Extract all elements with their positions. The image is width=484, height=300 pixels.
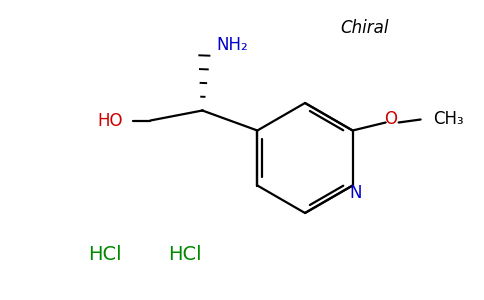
Text: Chiral: Chiral xyxy=(341,19,389,37)
Text: CH₃: CH₃ xyxy=(433,110,463,128)
Text: HO: HO xyxy=(98,112,123,130)
Text: O: O xyxy=(384,110,397,128)
Text: HCl: HCl xyxy=(168,245,202,265)
Text: N: N xyxy=(349,184,362,202)
Text: NH₂: NH₂ xyxy=(216,37,248,55)
Text: HCl: HCl xyxy=(88,245,122,265)
